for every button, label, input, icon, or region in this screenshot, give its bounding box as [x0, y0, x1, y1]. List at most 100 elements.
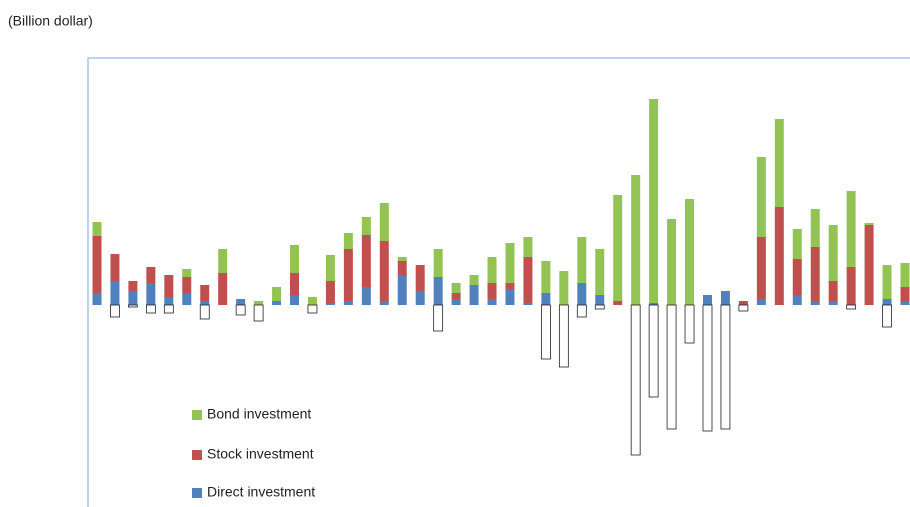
- bar-segment: [666, 304, 677, 430]
- bar-segment: [505, 243, 515, 283]
- bar-segment: [702, 295, 712, 305]
- bar-segment: [846, 267, 856, 305]
- bar-segment: [900, 301, 910, 305]
- bar-segment: [290, 245, 300, 273]
- bar-segment: [810, 247, 820, 301]
- bar-segment: [415, 291, 425, 305]
- bar-segment: [272, 301, 282, 305]
- bar-segment: [343, 233, 353, 249]
- bar-segment: [200, 301, 210, 305]
- bar-segment: [272, 287, 282, 301]
- bar-segment: [325, 255, 335, 281]
- bar-segment: [523, 257, 533, 303]
- bar-segment: [576, 304, 587, 318]
- bar-segment: [595, 249, 605, 295]
- bar-segment: [487, 257, 497, 283]
- bar-segment: [882, 265, 892, 299]
- bar-segment: [756, 299, 766, 305]
- bar-segment: [828, 225, 838, 281]
- bar-segment: [487, 283, 497, 299]
- bar-segment: [397, 257, 407, 261]
- bar-segment: [649, 303, 659, 305]
- bar-segment: [505, 289, 515, 305]
- bar-segment: [595, 295, 605, 305]
- bar-segment: [810, 209, 820, 247]
- bar-segment: [236, 299, 246, 305]
- bar-segment: [397, 261, 407, 275]
- bar-segment: [846, 191, 856, 267]
- legend-label: Bond investment: [207, 406, 311, 422]
- bar-segment: [451, 283, 461, 293]
- bar-segment: [146, 283, 156, 305]
- bar-segment: [541, 261, 551, 293]
- bar-segment: [523, 237, 533, 257]
- bar-segment: [253, 304, 264, 322]
- legend-label: Direct investment: [207, 484, 315, 500]
- bar-segment: [630, 304, 641, 456]
- bar-segment: [541, 293, 551, 305]
- bar-segment: [648, 304, 659, 398]
- legend-swatch: [192, 488, 202, 498]
- bar-segment: [379, 301, 389, 305]
- bar-segment: [128, 304, 138, 308]
- bar-segment: [163, 304, 174, 314]
- bar-segment: [325, 303, 335, 305]
- bar-segment: [199, 304, 210, 320]
- bar-segment: [433, 304, 444, 332]
- bar-segment: [92, 236, 102, 293]
- bar-segment: [110, 281, 120, 305]
- bar-segment: [684, 304, 695, 344]
- bar-segment: [900, 263, 910, 287]
- bar-segment: [92, 222, 102, 236]
- bar-segment: [667, 219, 677, 305]
- bar-segment: [146, 267, 156, 283]
- bar-segment: [290, 273, 300, 295]
- bar-segment: [774, 119, 784, 207]
- bar-segment: [558, 304, 569, 368]
- bar-segment: [307, 304, 318, 314]
- bar-segment: [540, 304, 551, 360]
- bar-segment: [649, 99, 659, 303]
- bar-segment: [397, 275, 407, 305]
- bar-segment: [792, 259, 802, 295]
- bar-segment: [720, 304, 731, 430]
- bar-segment: [577, 283, 587, 305]
- bar-segment: [451, 299, 461, 305]
- bar-segment: [828, 301, 838, 305]
- bar-segment: [379, 241, 389, 301]
- bar-segment: [505, 283, 515, 289]
- legend-swatch: [192, 450, 202, 460]
- bar-segment: [361, 235, 371, 287]
- bar-segment: [577, 237, 587, 283]
- bar-segment: [182, 269, 192, 277]
- bar-segment: [182, 277, 192, 293]
- bar-segment: [613, 301, 623, 305]
- bar-segment: [325, 281, 335, 303]
- bar-segment: [469, 285, 479, 305]
- bar-segment: [433, 277, 443, 305]
- bar-segment: [594, 304, 605, 310]
- bar-segment: [487, 299, 497, 305]
- bar-segment: [702, 304, 713, 432]
- bar-segment: [900, 287, 910, 301]
- bar-segment: [774, 207, 784, 305]
- bar-segment: [523, 303, 533, 305]
- bar-segment: [254, 301, 264, 305]
- bar-segment: [613, 195, 623, 301]
- bar-segment: [235, 304, 246, 316]
- bar-segment: [110, 304, 120, 318]
- bar-segment: [451, 293, 461, 299]
- bar-segment: [415, 265, 425, 291]
- legend-label: Stock investment: [207, 446, 314, 462]
- bar-segment: [756, 237, 766, 299]
- bar-segment: [720, 291, 730, 305]
- bar-segment: [128, 281, 138, 291]
- bar-segment: [218, 249, 228, 273]
- bar-segment: [164, 275, 174, 297]
- bar-segment: [218, 273, 228, 305]
- bar-segment: [792, 295, 802, 305]
- plot-frame: [87, 57, 910, 507]
- bar-segment: [685, 199, 695, 305]
- bar-segment: [882, 299, 892, 305]
